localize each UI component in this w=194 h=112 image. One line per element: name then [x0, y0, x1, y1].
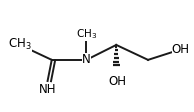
Text: CH$_3$: CH$_3$	[8, 37, 32, 53]
Text: NH: NH	[39, 83, 57, 96]
Text: N: N	[82, 53, 91, 66]
Text: CH$_3$: CH$_3$	[76, 27, 97, 41]
Text: OH: OH	[108, 75, 126, 88]
Text: OH: OH	[172, 43, 190, 56]
